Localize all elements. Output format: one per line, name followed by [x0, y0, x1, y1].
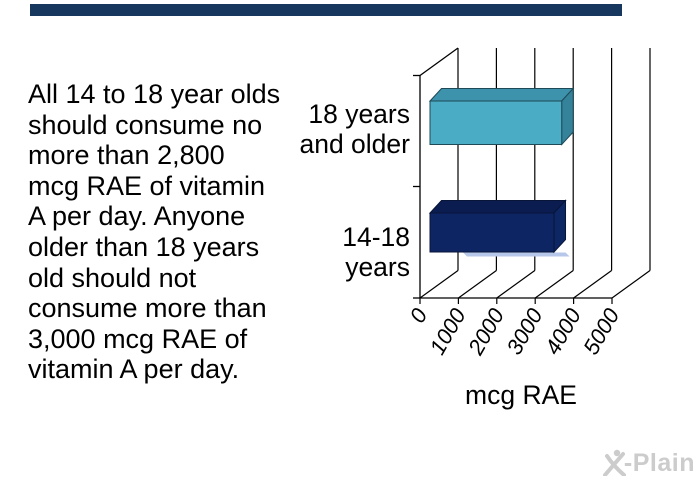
- body-text-line: mcg RAE of vitamin: [28, 170, 266, 201]
- body-text: All 14 to 18 year olds should consume no m…: [28, 79, 328, 385]
- body-text-line: A per day. Anyone: [28, 201, 246, 232]
- bar-14-18-years: [428, 199, 570, 257]
- header-bar: [30, 4, 622, 16]
- bar-18-years-and-older: [428, 87, 575, 146]
- body-text-line: older than 18 years: [28, 231, 260, 262]
- body-text-line: more than 2,800: [28, 140, 225, 171]
- body-text-line: should consume no: [28, 109, 263, 140]
- svg-text:1000: 1000: [425, 303, 472, 359]
- body-text-line: consume more than: [28, 293, 267, 324]
- svg-text:14-18: 14-18: [342, 222, 410, 252]
- xplain-figure-icon: [602, 449, 626, 476]
- svg-text:years: years: [345, 252, 410, 282]
- xplain-wordmark: -Plain: [623, 449, 695, 477]
- xplain-watermark: -Plain: [602, 448, 695, 476]
- axis-frame: [413, 47, 612, 299]
- x-axis-title: mcg RAE: [465, 380, 577, 410]
- svg-text:4000: 4000: [540, 303, 587, 359]
- svg-text:0: 0: [405, 303, 433, 327]
- svg-text:3000: 3000: [501, 303, 548, 359]
- svg-text:5000: 5000: [578, 303, 625, 359]
- body-text-line: 3,000 mcg RAE of: [28, 323, 248, 354]
- body-text-line: vitamin A per day.: [28, 354, 240, 385]
- grid-lines: [419, 48, 651, 304]
- body-text-line: All 14 to 18 year olds: [28, 79, 281, 109]
- body-text-line: old should not: [28, 262, 197, 293]
- svg-text:2000: 2000: [463, 303, 510, 359]
